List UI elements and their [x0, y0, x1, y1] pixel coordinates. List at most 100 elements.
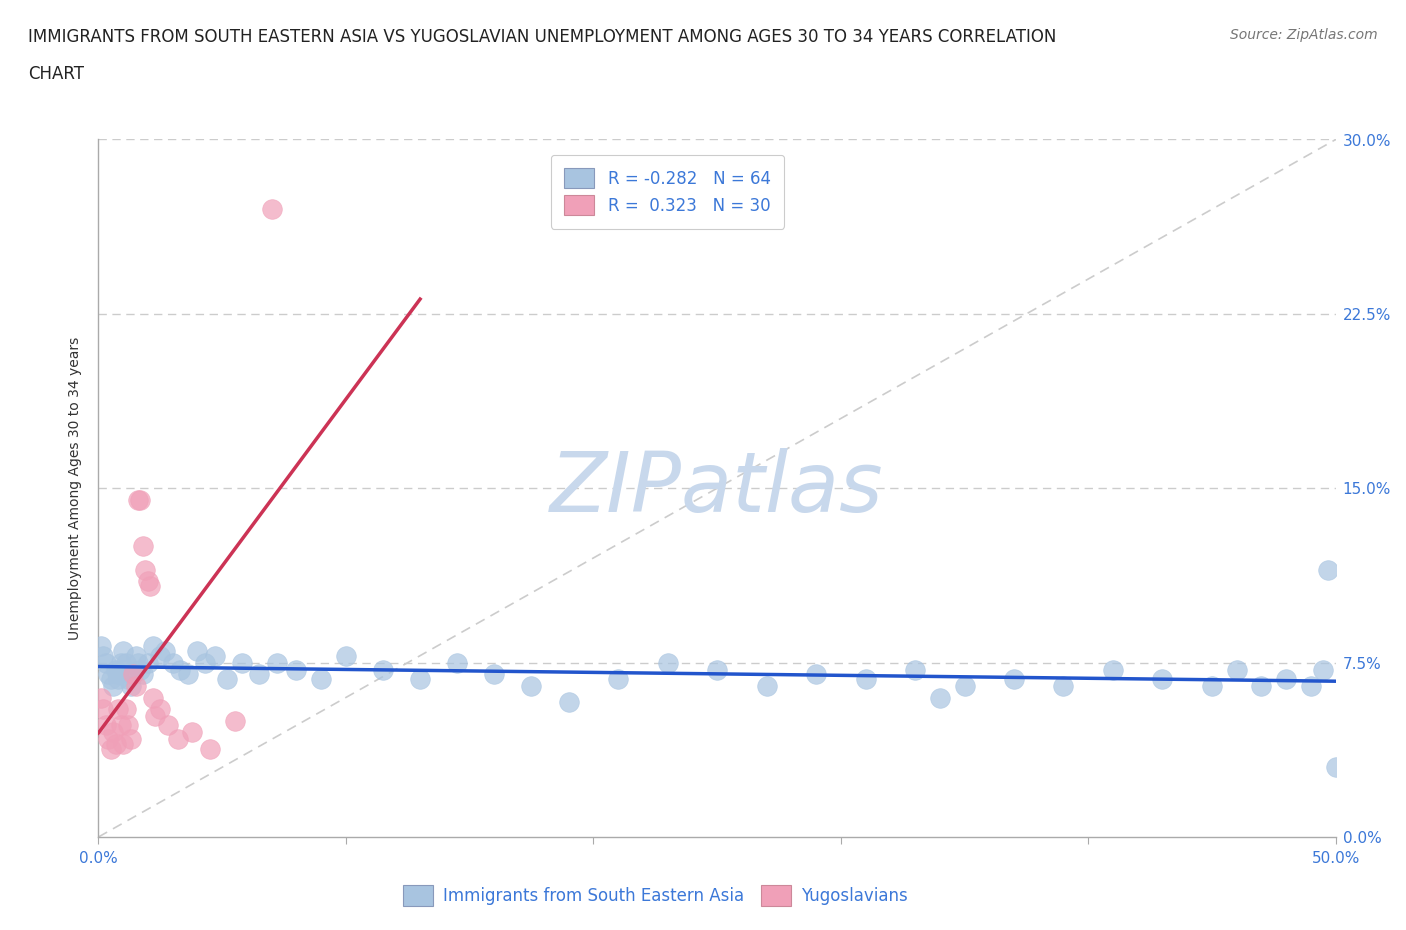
Point	[107, 671, 129, 686]
Point	[166, 732, 188, 747]
Point	[149, 701, 172, 716]
Text: CHART: CHART	[28, 65, 84, 83]
Point	[607, 671, 630, 686]
Point	[124, 648, 146, 663]
Point	[204, 648, 226, 663]
Point	[112, 662, 135, 677]
Point	[260, 202, 283, 217]
Point	[186, 644, 208, 658]
Point	[142, 690, 165, 705]
Point	[127, 493, 149, 508]
Point	[142, 639, 165, 654]
Point	[114, 701, 136, 716]
Point	[132, 667, 155, 682]
Point	[520, 679, 543, 694]
Y-axis label: Unemployment Among Ages 30 to 34 years: Unemployment Among Ages 30 to 34 years	[69, 337, 83, 640]
Point	[110, 655, 132, 670]
Point	[169, 662, 191, 677]
Point	[93, 701, 115, 716]
Text: IMMIGRANTS FROM SOUTH EASTERN ASIA VS YUGOSLAVIAN UNEMPLOYMENT AMONG AGES 30 TO : IMMIGRANTS FROM SOUTH EASTERN ASIA VS YU…	[28, 28, 1056, 46]
Point	[100, 741, 122, 756]
Point	[114, 655, 136, 670]
Point	[371, 662, 394, 677]
Point	[855, 671, 877, 686]
Point	[97, 667, 120, 682]
Point	[224, 713, 246, 728]
Point	[100, 671, 122, 686]
Point	[1002, 671, 1025, 686]
Point	[149, 648, 172, 663]
Point	[231, 655, 253, 670]
Point	[755, 679, 778, 694]
Point	[117, 718, 139, 733]
Point	[107, 701, 129, 716]
Point	[1102, 662, 1125, 677]
Point	[706, 662, 728, 677]
Point	[1324, 760, 1347, 775]
Point	[1052, 679, 1074, 694]
Point	[134, 562, 156, 577]
Point	[285, 662, 308, 677]
Point	[117, 671, 139, 686]
Point	[266, 655, 288, 670]
Point	[1275, 671, 1298, 686]
Point	[1317, 562, 1340, 577]
Point	[129, 662, 152, 677]
Point	[94, 655, 117, 670]
Point	[122, 667, 145, 682]
Point	[107, 667, 129, 682]
Point	[194, 655, 217, 670]
Text: Source: ZipAtlas.com: Source: ZipAtlas.com	[1230, 28, 1378, 42]
Point	[217, 671, 239, 686]
Point	[1201, 679, 1223, 694]
Point	[90, 639, 112, 654]
Point	[112, 737, 135, 751]
Point	[112, 644, 135, 658]
Point	[129, 493, 152, 508]
Text: ZIPatlas: ZIPatlas	[550, 447, 884, 529]
Point	[409, 671, 432, 686]
Point	[557, 695, 579, 710]
Point	[1152, 671, 1174, 686]
Point	[90, 690, 112, 705]
Point	[181, 725, 204, 740]
Point	[156, 718, 179, 733]
Point	[139, 578, 162, 593]
Point	[124, 679, 146, 694]
Point	[136, 574, 159, 589]
Point	[953, 679, 976, 694]
Point	[93, 648, 115, 663]
Point	[335, 648, 357, 663]
Point	[104, 737, 127, 751]
Point	[446, 655, 468, 670]
Point	[136, 655, 159, 670]
Point	[143, 709, 166, 724]
Point	[1226, 662, 1249, 677]
Point	[162, 655, 184, 670]
Point	[132, 539, 155, 554]
Point	[657, 655, 679, 670]
Point	[804, 667, 827, 682]
Point	[309, 671, 332, 686]
Point	[120, 732, 142, 747]
Point	[122, 667, 145, 682]
Point	[103, 679, 125, 694]
Point	[176, 667, 198, 682]
Point	[97, 732, 120, 747]
Point	[104, 662, 127, 677]
Point	[1312, 662, 1334, 677]
Legend: Immigrants from South Eastern Asia, Yugoslavians: Immigrants from South Eastern Asia, Yugo…	[396, 879, 914, 912]
Point	[127, 655, 149, 670]
Point	[928, 690, 950, 705]
Point	[155, 644, 177, 658]
Point	[110, 718, 132, 733]
Point	[103, 725, 125, 740]
Point	[904, 662, 927, 677]
Point	[247, 667, 270, 682]
Point	[1299, 679, 1322, 694]
Point	[484, 667, 506, 682]
Point	[94, 718, 117, 733]
Point	[120, 679, 142, 694]
Point	[1250, 679, 1272, 694]
Point	[198, 741, 221, 756]
